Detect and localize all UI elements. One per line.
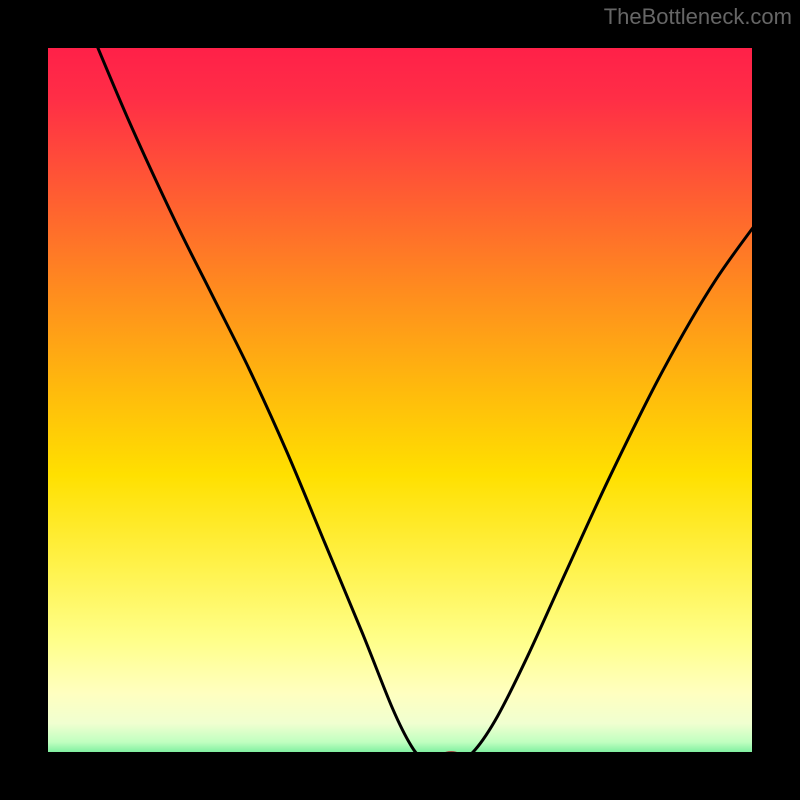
watermark-text: TheBottleneck.com	[604, 4, 792, 30]
chart-container: TheBottleneck.com	[0, 0, 800, 800]
bottleneck-chart	[0, 0, 800, 800]
